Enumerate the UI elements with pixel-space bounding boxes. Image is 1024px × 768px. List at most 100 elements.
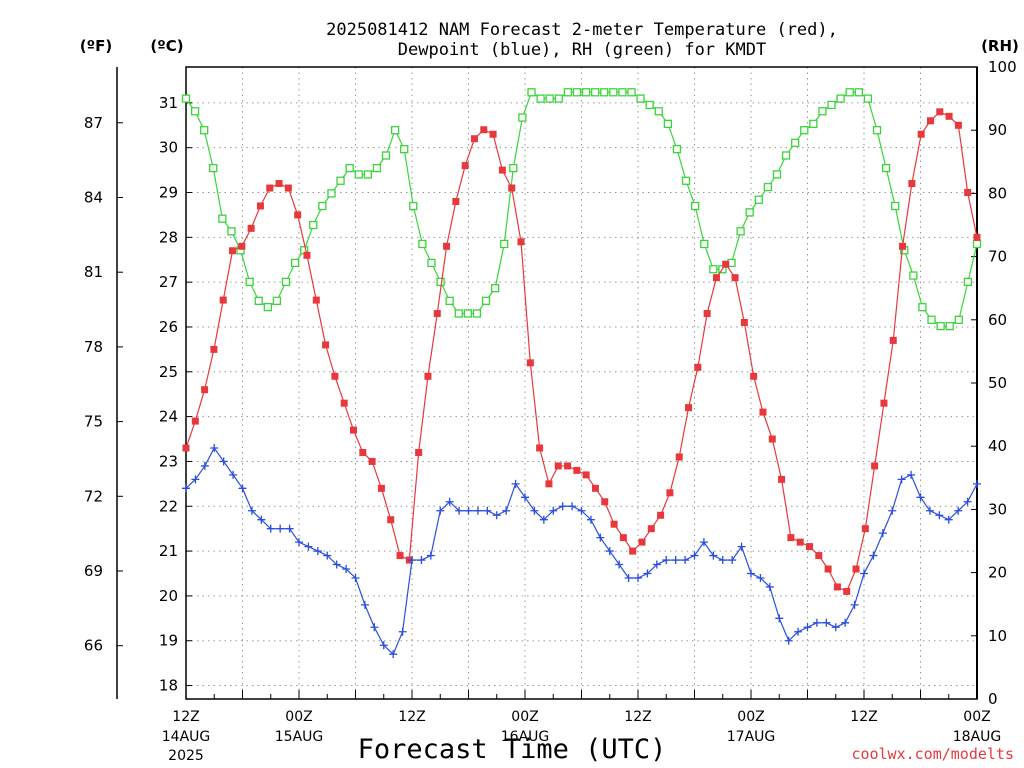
temperature-point (759, 408, 767, 416)
temperature-point (266, 184, 274, 192)
temperature-point (191, 417, 199, 425)
temperature-point (396, 552, 404, 560)
dewpoint-point (568, 502, 577, 511)
celsius-tick-label: 23 (159, 452, 178, 470)
dewpoint-point (605, 547, 614, 556)
dewpoint-point (247, 506, 256, 515)
rh-point (254, 296, 263, 305)
rh-point (281, 277, 291, 287)
temperature-point (452, 197, 460, 205)
rh-point (791, 138, 800, 147)
rh-tick-label: 0 (988, 690, 998, 708)
rh-point (500, 239, 509, 249)
temperature-series (182, 108, 981, 595)
temperature-point (219, 296, 227, 304)
x-axis-label: Forecast Time (UTC) (358, 734, 667, 765)
rh-point (891, 201, 900, 211)
dewpoint-point (756, 573, 765, 582)
time-axis: 12Z 14AUG 2025 00Z 15AUG 12Z 00Z 16AUG 12Z 00Z 17A… (162, 690, 1001, 764)
temperature-point (201, 386, 209, 394)
temperature-point (899, 242, 907, 250)
rh-point (690, 201, 700, 211)
rh-point (745, 208, 754, 217)
temperature-point (908, 180, 916, 188)
dewpoint-point (492, 511, 501, 520)
temperature-point (461, 162, 469, 170)
rh-tick-label: 20 (988, 564, 1007, 582)
celsius-tick-label: 25 (159, 363, 178, 381)
rh-point (318, 201, 327, 211)
rh-point (372, 163, 382, 173)
dewpoint-point (389, 650, 398, 659)
dewpoint-point (765, 582, 774, 591)
dewpoint-point (878, 529, 887, 538)
temperature-point (861, 525, 869, 533)
dewpoint-point (398, 627, 407, 636)
time-tick-date: 14AUG (162, 729, 211, 745)
celsius-tick-label: 18 (159, 677, 178, 695)
temperature-point (284, 184, 292, 192)
credit-link[interactable]: coolwx.com/modelts (851, 745, 1014, 763)
rh-point (636, 94, 645, 103)
rh-point (963, 277, 973, 287)
temperature-point (954, 121, 962, 129)
dewpoint-point (360, 600, 369, 609)
dewpoint-point (690, 551, 699, 560)
rh-point (681, 176, 691, 185)
rh-point (654, 107, 663, 116)
temperature-point (852, 565, 860, 573)
rh-point (609, 88, 618, 97)
dewpoint-point (295, 538, 303, 547)
dewpoint-point (888, 506, 897, 515)
rh-point (663, 119, 673, 129)
dewpoint-point (558, 502, 567, 511)
rh-point (518, 113, 527, 122)
rh-point (863, 94, 873, 103)
rh-point (481, 296, 491, 305)
dewpoint-point (860, 569, 868, 578)
temperature-point (824, 565, 832, 573)
rh-point (709, 265, 718, 274)
temperature-point (368, 457, 376, 465)
rh-point (854, 88, 863, 97)
rh-point (618, 88, 627, 97)
time-tick-label: 12Z (624, 709, 651, 725)
dewpoint-point (455, 506, 464, 515)
temperature-point (638, 538, 646, 546)
temperature-point (787, 534, 795, 542)
rh-point (572, 88, 582, 97)
dewpoint-point (869, 551, 878, 560)
dewpoint-point (671, 556, 680, 565)
dewpoint-point (210, 443, 219, 452)
rh-point (181, 94, 191, 103)
celsius-axis-unit: (ºC) (150, 37, 183, 55)
temperature-point (945, 112, 953, 120)
rh-point (454, 309, 463, 318)
rh-point (818, 107, 827, 116)
dewpoint-point (408, 556, 416, 565)
rh-point (627, 88, 636, 97)
rh-point (645, 100, 654, 110)
celsius-tick-label: 19 (159, 632, 178, 650)
fahrenheit-tick-label: 81 (84, 263, 103, 281)
temperature-point (582, 471, 590, 479)
rh-point (336, 176, 345, 185)
rh-point (827, 100, 836, 110)
rh-point (290, 258, 300, 268)
celsius-tick-label: 22 (159, 497, 178, 515)
rh-point (600, 88, 609, 97)
rh-point (563, 88, 573, 97)
rh-point (209, 163, 218, 173)
time-tick-label: 00Z (737, 709, 764, 725)
time-tick-label: 12Z (398, 709, 425, 725)
temperature-point (312, 296, 320, 304)
temperature-point (182, 444, 190, 452)
rh-point (954, 315, 963, 324)
rh-tick-label: 30 (988, 500, 1007, 518)
rh-point (554, 94, 563, 103)
time-tick-date: 17AUG (727, 729, 776, 745)
rh-series (181, 88, 982, 331)
dewpoint-point (775, 614, 784, 623)
temperature-point (796, 538, 804, 546)
temperature-point (350, 426, 358, 434)
